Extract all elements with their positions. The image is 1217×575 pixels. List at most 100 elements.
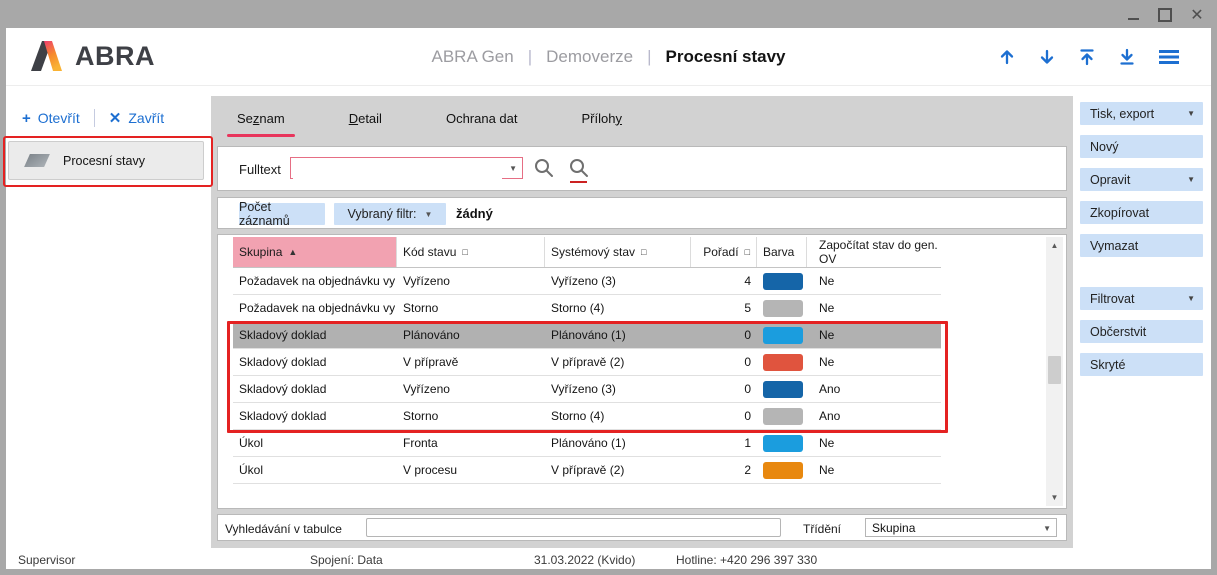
close-icon[interactable]: ✕	[1190, 7, 1204, 24]
print-export-button[interactable]: Tisk, export ▼	[1080, 102, 1203, 125]
fulltext-section: Fulltext ▼	[217, 146, 1067, 191]
table-row[interactable]: Úkol Fronta Plánováno (1) 1 Ne	[233, 430, 941, 457]
color-swatch	[763, 461, 803, 479]
tab-ochrana-dat[interactable]: Ochrana dat	[445, 110, 518, 126]
fulltext-search-icon[interactable]	[568, 157, 590, 179]
column-header-zapocitat[interactable]: Započítat stav do gen. OV	[819, 238, 938, 266]
table-row[interactable]: Požadavek na objednávku vy Storno Storno (…	[233, 295, 941, 322]
column-header-barva[interactable]: Barva	[757, 237, 807, 267]
chevron-down-icon: ▼	[1043, 524, 1051, 533]
first-record-icon[interactable]	[1077, 47, 1097, 67]
new-button[interactable]: Nový	[1080, 135, 1203, 158]
status-bar: Supervisor Spojení: Data 31.03.2022 (Kvi…	[6, 551, 1211, 569]
maximize-icon[interactable]	[1154, 6, 1176, 24]
table-search-label: Vyhledávání v tabulce	[225, 522, 342, 536]
status-hotline: Hotline: +420 296 397 330	[676, 553, 818, 567]
sidebar-item-procesni-stavy[interactable]: Procesní stavy	[8, 141, 204, 180]
tab-seznam[interactable]: Seznam	[227, 107, 295, 137]
table-row[interactable]: Úkol V procesu V přípravě (2) 2 Ne	[233, 457, 941, 484]
table-row[interactable]: Skladový doklad Vyřízeno Vyřízeno (3) 0 Ano	[233, 376, 941, 403]
refresh-button[interactable]: Občerstvit	[1080, 320, 1203, 343]
sort-box-icon: □	[744, 247, 750, 257]
record-count-button[interactable]: Počet záznamů	[239, 200, 325, 228]
edition-label: Demoverze	[546, 46, 634, 66]
chevron-down-icon: ▼	[1187, 175, 1195, 184]
close-tab-button[interactable]: ✕ Zavřít	[109, 109, 164, 127]
app-header: ABRA ABRA Gen | Demoverze | Procesní sta…	[6, 28, 1211, 86]
filter-section: Počet záznamů Vybraný filtr: ▼ žádný	[217, 197, 1067, 229]
menu-icon[interactable]	[1157, 47, 1181, 67]
left-toolbar: + Otevřít ✕ Zavřít	[6, 103, 211, 133]
column-header-poradi[interactable]: Pořadí □	[691, 237, 757, 267]
table-search-input[interactable]	[366, 518, 781, 537]
scroll-up-icon[interactable]: ▲	[1046, 237, 1063, 254]
scroll-down-icon[interactable]: ▼	[1046, 489, 1063, 506]
sort-box-icon: □	[641, 247, 647, 257]
copy-button[interactable]: Zkopírovat	[1080, 201, 1203, 224]
table-search-section: Vyhledávání v tabulce Třídění Skupina ▼	[217, 514, 1067, 541]
table-row[interactable]: Požadavek na objednávku vy Vyřízeno Vyříze…	[233, 268, 941, 295]
status-connection: Spojení: Data	[310, 553, 383, 567]
scrollbar-thumb[interactable]	[1048, 356, 1061, 384]
hidden-button[interactable]: Skryté	[1080, 353, 1203, 376]
table-section: Skupina ▲ Kód stavu □ Systémový stav □ Pořa…	[217, 234, 1067, 509]
separator: |	[647, 46, 652, 66]
chevron-down-icon: ▼	[1187, 109, 1195, 118]
chevron-down-icon: ▼	[1187, 294, 1195, 303]
record-navigation	[997, 28, 1181, 85]
table-row[interactable]: Skladový doklad Storno Storno (4) 0 Ano	[233, 403, 941, 430]
minimize-icon[interactable]	[1122, 6, 1144, 24]
color-swatch	[763, 434, 803, 452]
open-button-label: Otevřít	[37, 110, 80, 126]
close-button-label: Zavřít	[128, 110, 165, 126]
separator: |	[527, 46, 533, 66]
tab-prilohy[interactable]: Přílohy	[581, 110, 622, 126]
sort-asc-icon: ▲	[288, 247, 298, 257]
breadcrumb: ABRA Gen | Demoverze | Procesní stavy	[306, 28, 911, 85]
app-name: ABRA Gen	[431, 46, 514, 66]
color-swatch	[763, 407, 803, 425]
abra-logo-mark	[31, 41, 62, 71]
tab-detail[interactable]: Detail	[348, 110, 382, 126]
last-record-icon[interactable]	[1117, 47, 1137, 67]
color-swatch	[763, 299, 803, 317]
selected-filter-value: žádný	[456, 206, 493, 221]
fulltext-combo[interactable]: ▼	[290, 157, 523, 179]
sidebar-item-label: Procesní stavy	[63, 153, 145, 168]
color-swatch	[763, 353, 803, 371]
column-header-skupina[interactable]: Skupina ▲	[233, 237, 397, 267]
prev-record-icon[interactable]	[997, 47, 1017, 67]
status-date: 31.03.2022 (Kvido)	[534, 553, 636, 567]
color-swatch	[763, 272, 803, 290]
page-title: Procesní stavy	[665, 46, 786, 66]
data-table: Skupina ▲ Kód stavu □ Systémový stav □ Pořa…	[233, 237, 941, 484]
abra-logo: ABRA	[30, 40, 155, 72]
tab-bar: Seznam Detail Ochrana dat Přílohy	[227, 96, 628, 140]
toolbar-divider	[93, 109, 95, 127]
column-header-systemovy-stav[interactable]: Systémový stav □	[545, 237, 691, 267]
table-row[interactable]: Skladový doklad V přípravě V přípravě (2) 0…	[233, 349, 941, 376]
next-record-icon[interactable]	[1037, 47, 1057, 67]
sort-combo[interactable]: Skupina ▼	[865, 518, 1057, 537]
fulltext-label: Fulltext	[239, 162, 281, 177]
sort-label: Třídění	[803, 522, 842, 536]
sort-box-icon: □	[462, 247, 468, 257]
open-button[interactable]: + Otevřít	[22, 110, 80, 127]
chevron-down-icon[interactable]: ▼	[509, 164, 517, 173]
edit-button[interactable]: Opravit ▼	[1080, 168, 1203, 191]
fulltext-input[interactable]	[293, 159, 502, 179]
filter-button[interactable]: Filtrovat ▼	[1080, 287, 1203, 310]
agenda-icon	[24, 154, 50, 167]
delete-button[interactable]: Vymazat	[1080, 234, 1203, 257]
chevron-down-icon: ▼	[424, 209, 433, 219]
status-user: Supervisor	[18, 553, 76, 567]
main-panel: Seznam Detail Ochrana dat Přílohy Fullte…	[211, 96, 1073, 548]
column-header-kod-stavu[interactable]: Kód stavu □	[397, 237, 545, 267]
search-icon[interactable]	[533, 157, 555, 179]
table-row-selected[interactable]: Skladový doklad Plánováno Plánováno (1) 0 Ne	[233, 322, 941, 349]
selected-filter-button[interactable]: Vybraný filtr: ▼	[334, 203, 446, 225]
table-header: Skupina ▲ Kód stavu □ Systémový stav □ Pořa…	[233, 237, 941, 268]
vertical-scrollbar[interactable]: ▲ ▼	[1046, 237, 1063, 506]
abra-logo-text: ABRA	[75, 40, 155, 71]
